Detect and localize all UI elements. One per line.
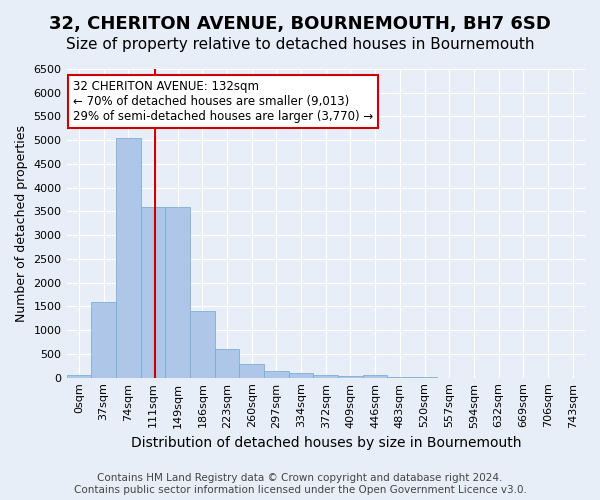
Bar — [91, 302, 116, 378]
Bar — [313, 376, 338, 378]
Text: 32 CHERITON AVENUE: 132sqm
← 70% of detached houses are smaller (9,013)
29% of s: 32 CHERITON AVENUE: 132sqm ← 70% of deta… — [73, 80, 373, 123]
X-axis label: Distribution of detached houses by size in Bournemouth: Distribution of detached houses by size … — [131, 436, 521, 450]
Text: 32, CHERITON AVENUE, BOURNEMOUTH, BH7 6SD: 32, CHERITON AVENUE, BOURNEMOUTH, BH7 6S… — [49, 15, 551, 33]
Bar — [140, 206, 165, 378]
Bar — [215, 349, 239, 378]
Bar — [165, 206, 190, 378]
Bar — [289, 373, 313, 378]
Text: Size of property relative to detached houses in Bournemouth: Size of property relative to detached ho… — [66, 38, 534, 52]
Bar — [264, 370, 289, 378]
Text: Contains HM Land Registry data © Crown copyright and database right 2024.
Contai: Contains HM Land Registry data © Crown c… — [74, 474, 526, 495]
Bar — [190, 311, 215, 378]
Bar — [338, 376, 363, 378]
Y-axis label: Number of detached properties: Number of detached properties — [15, 125, 28, 322]
Bar — [239, 364, 264, 378]
Bar — [363, 376, 388, 378]
Bar — [67, 376, 91, 378]
Bar — [116, 138, 140, 378]
